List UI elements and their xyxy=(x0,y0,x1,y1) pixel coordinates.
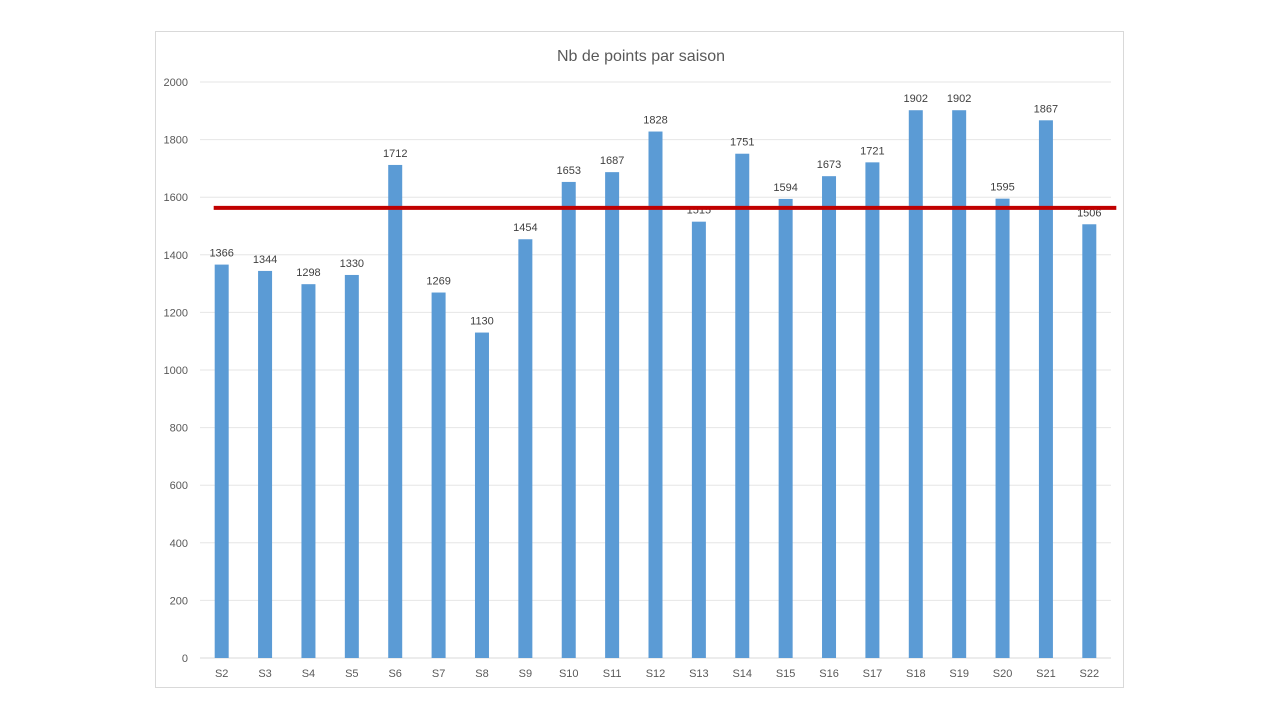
x-tick-label: S2 xyxy=(215,668,228,680)
y-tick-label: 1800 xyxy=(164,135,188,147)
y-tick-label: 2000 xyxy=(164,77,188,89)
x-tick-label: S17 xyxy=(863,668,883,680)
bar-S12 xyxy=(648,131,663,658)
x-tick-label: S16 xyxy=(819,668,839,680)
bar-S10 xyxy=(561,181,576,658)
bar-S18 xyxy=(908,110,923,658)
x-tick-label: S13 xyxy=(689,668,709,680)
bar-S17 xyxy=(865,162,880,659)
x-tick-label: S4 xyxy=(302,668,315,680)
bar-S9 xyxy=(518,239,533,659)
x-tick-label: S18 xyxy=(906,668,926,680)
data-label: 1594 xyxy=(773,182,797,194)
bar-S6 xyxy=(388,164,403,658)
x-tick-label: S20 xyxy=(993,668,1013,680)
data-label: 1653 xyxy=(556,165,580,177)
x-tick-label: S10 xyxy=(559,668,579,680)
bar-S15 xyxy=(778,198,793,659)
bar-chart: Nb de points par saison 0 200 400 600 800 100… xyxy=(164,48,1117,680)
x-tick-label: S19 xyxy=(949,668,969,680)
y-tick-label: 800 xyxy=(170,423,188,435)
x-tick-label: S8 xyxy=(475,668,488,680)
chart-title: Nb de points par saison xyxy=(557,48,725,65)
y-tick-label: 200 xyxy=(170,595,188,607)
bar-S7 xyxy=(431,292,446,658)
data-label: 1751 xyxy=(730,137,754,149)
data-label: 1366 xyxy=(209,248,233,260)
bar-S19 xyxy=(952,110,967,658)
y-tick-label: 600 xyxy=(170,480,188,492)
data-label: 1867 xyxy=(1034,103,1058,115)
bar-S5 xyxy=(344,274,359,658)
y-tick-label: 1000 xyxy=(164,365,188,377)
data-label: 1828 xyxy=(643,115,667,127)
data-label: 1269 xyxy=(426,276,450,288)
bar-S4 xyxy=(301,284,316,658)
data-label: 1712 xyxy=(383,148,407,160)
data-label: 1344 xyxy=(253,254,277,266)
y-tick-label: 1400 xyxy=(164,250,188,262)
data-label: 1721 xyxy=(860,145,884,157)
x-tick-label: S6 xyxy=(388,668,401,680)
data-label: 1673 xyxy=(817,159,841,171)
bar-S16 xyxy=(822,176,837,658)
bar-S3 xyxy=(258,270,273,658)
bar-S2 xyxy=(214,264,229,658)
x-tick-label: S11 xyxy=(603,668,622,680)
x-tick-label: S22 xyxy=(1080,668,1100,680)
data-label: 1506 xyxy=(1077,207,1101,219)
x-tick-label: S15 xyxy=(776,668,796,680)
bar-S14 xyxy=(735,153,750,658)
x-tick-label: S12 xyxy=(646,668,666,680)
data-label: 1687 xyxy=(600,155,624,167)
data-label: 1902 xyxy=(947,93,971,105)
chart-frame: Nb de points par saison 0 200 400 600 800 100… xyxy=(155,31,1124,688)
data-labels: 1366 1344 1298 1330 1712 1269 1130 1454 1653 1687… xyxy=(209,93,1101,327)
data-label: 1330 xyxy=(340,258,364,270)
y-tick-label: 0 xyxy=(182,653,188,665)
data-label: 1298 xyxy=(296,267,320,279)
data-label: 1595 xyxy=(990,182,1014,194)
x-tick-label: S9 xyxy=(519,668,532,680)
x-tick-label: S3 xyxy=(258,668,271,680)
y-tick-label: 1600 xyxy=(164,192,188,204)
x-tick-label: S14 xyxy=(732,668,752,680)
x-axis-tick-labels: S2 S3 S4 S5 S6 S7 S8 S9 S10 S11 S12 S13 S14 S15 S16 S17… xyxy=(215,668,1099,680)
bar-S22 xyxy=(1082,224,1097,658)
y-axis-tick-labels: 0 200 400 600 800 1000 1200 1400 1600 1800 2000 xyxy=(164,77,188,665)
data-label: 1130 xyxy=(470,316,494,328)
x-tick-label: S5 xyxy=(345,668,358,680)
x-tick-label: S7 xyxy=(432,668,445,680)
x-tick-label: S21 xyxy=(1036,668,1056,680)
bar-S13 xyxy=(691,221,706,658)
bar-S21 xyxy=(1038,120,1053,658)
bars xyxy=(214,110,1097,659)
data-label: 1902 xyxy=(904,93,928,105)
data-label: 1454 xyxy=(513,222,537,234)
y-tick-label: 400 xyxy=(170,538,188,550)
bar-S20 xyxy=(995,198,1010,658)
bar-S11 xyxy=(605,172,620,659)
y-tick-label: 1200 xyxy=(164,307,188,319)
bar-S8 xyxy=(474,332,489,658)
